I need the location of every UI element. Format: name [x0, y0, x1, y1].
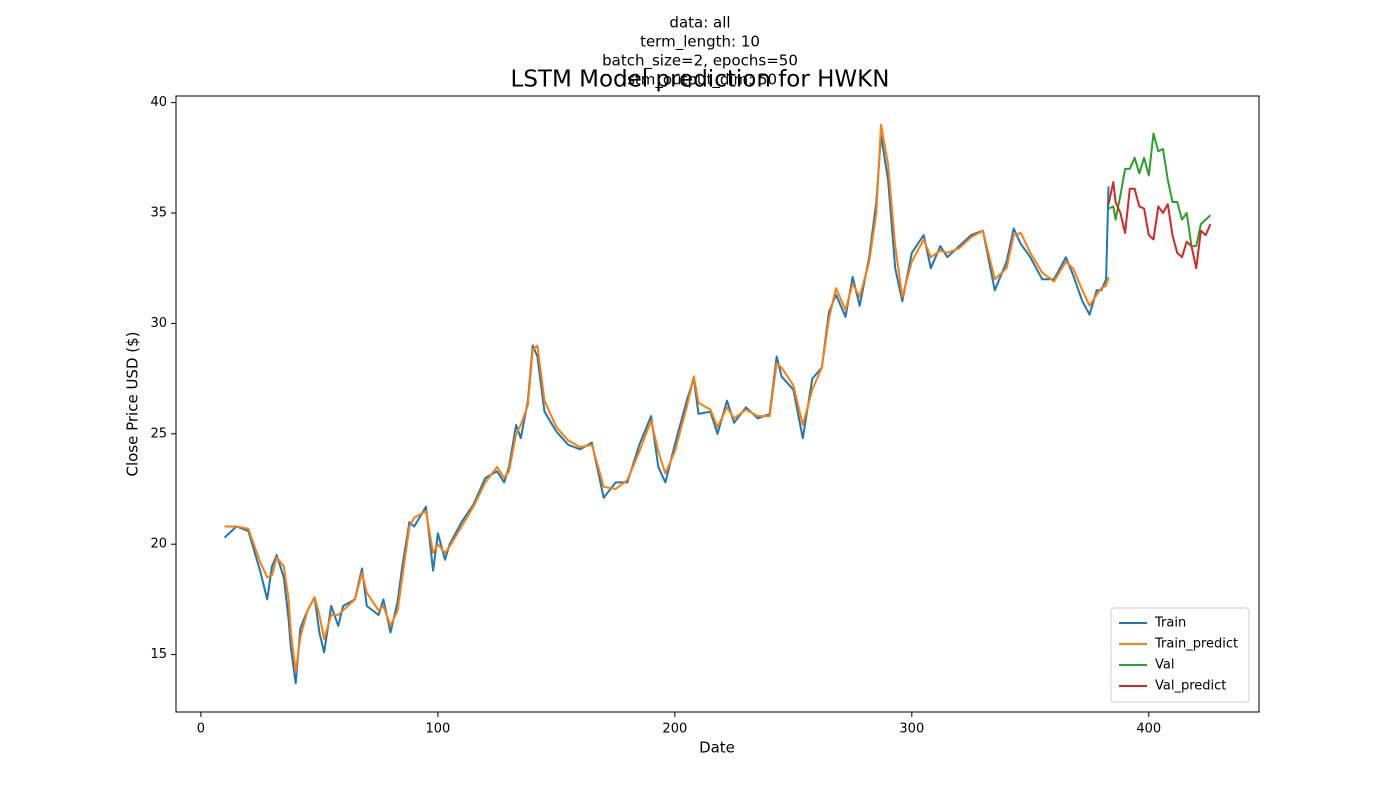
- series-line: [224, 123, 1110, 674]
- legend-label: Train: [1154, 616, 1186, 631]
- y-tick-label: 15: [150, 647, 167, 662]
- legend-label: Train_predict: [1154, 637, 1238, 652]
- legend-box: [1110, 607, 1250, 703]
- y-tick-label: 40: [150, 95, 167, 110]
- x-tick-label: 0: [197, 722, 205, 737]
- y-tick-label: 20: [150, 537, 167, 552]
- y-axis-label: Close Price USD ($): [124, 331, 142, 476]
- subtitle: term_length: 10: [640, 33, 760, 52]
- y-tick-label: 35: [150, 206, 167, 221]
- series-line: [1108, 132, 1212, 248]
- y-tick-label: 25: [150, 426, 167, 441]
- x-tick-label: 100: [425, 722, 450, 737]
- legend-label: Val_predict: [1155, 679, 1226, 694]
- chart-title: LSTM Model prediction for HWKN: [511, 67, 890, 93]
- legend-label: Val: [1155, 658, 1174, 673]
- subtitle: batch_size=2, epochs=50: [602, 52, 798, 71]
- series-line: [1107, 181, 1212, 270]
- x-tick-label: 200: [662, 722, 687, 737]
- subtitle: lstm_output_dim: 50: [623, 71, 777, 90]
- subtitle: data: all: [669, 14, 730, 32]
- y-tick-label: 30: [150, 316, 167, 331]
- x-axis-label: Date: [699, 739, 735, 757]
- x-tick-label: 300: [899, 722, 924, 737]
- x-tick-label: 400: [1136, 722, 1161, 737]
- series-line: [223, 134, 1110, 685]
- plot-frame: [175, 95, 1260, 713]
